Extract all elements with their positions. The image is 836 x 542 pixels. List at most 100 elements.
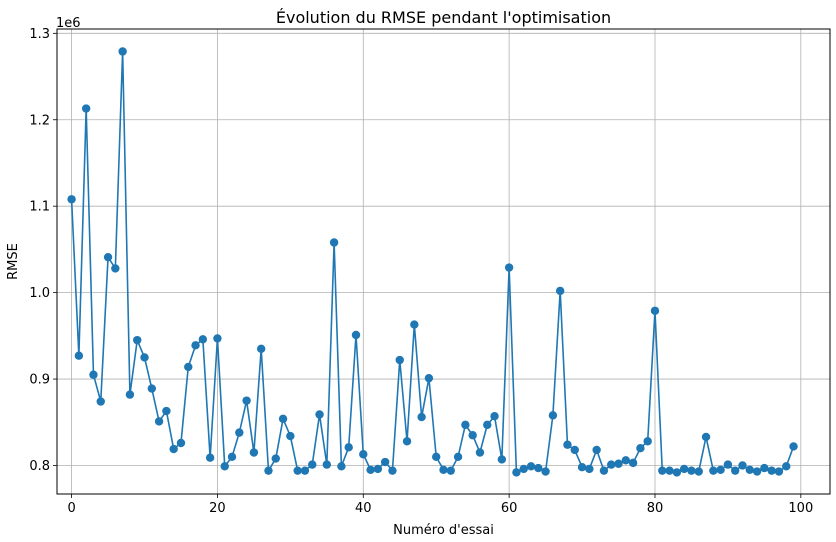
data-point [738, 461, 747, 470]
data-point [709, 466, 718, 475]
data-point [592, 445, 601, 455]
data-point [548, 411, 558, 420]
data-point [140, 353, 149, 362]
axis-ticks: 0 20 40 60 80 100 0.8 0.9 1.0 1.1 1.2 1.3 [29, 27, 813, 516]
data-point [162, 406, 171, 416]
data-point [439, 465, 448, 474]
data-point [585, 464, 594, 474]
data-point [351, 330, 361, 340]
data-point [475, 448, 485, 457]
data-point [125, 390, 135, 399]
y-multiplier-label: 1e6 [56, 16, 81, 31]
data-point [278, 414, 288, 423]
data-point [461, 420, 470, 430]
data-point [300, 466, 310, 475]
data-point [395, 355, 404, 365]
data-point [555, 286, 565, 296]
data-point [621, 456, 631, 465]
y-tick-label: 1.0 [29, 286, 50, 301]
data-point [96, 397, 105, 406]
data-point [490, 412, 499, 421]
data-point [599, 466, 609, 475]
data-point [774, 467, 784, 476]
data-point [723, 460, 733, 469]
y-tick-label: 1.2 [29, 113, 50, 128]
data-point [650, 306, 660, 315]
y-tick-label: 1.3 [29, 27, 50, 42]
data-point [417, 412, 426, 422]
x-axis-label: Numéro d'essai [393, 523, 494, 538]
data-point [658, 466, 667, 475]
data-point [534, 463, 543, 473]
data-point [176, 438, 186, 448]
x-tick-label: 80 [647, 501, 664, 516]
x-tick-label: 0 [67, 501, 75, 516]
y-tick-label: 0.9 [29, 373, 50, 388]
data-point [74, 351, 84, 360]
data-point [154, 417, 164, 426]
data-point [198, 335, 208, 344]
data-point [242, 396, 251, 405]
data-point [133, 335, 142, 345]
data-point [767, 466, 776, 475]
data-point [570, 445, 579, 455]
data-point [607, 460, 616, 469]
data-point [256, 344, 266, 353]
data-point [388, 466, 397, 475]
data-point [169, 444, 178, 454]
data-point [103, 252, 113, 262]
y-axis-label: RMSE [6, 243, 21, 280]
data-point [373, 464, 383, 474]
data-point [308, 460, 317, 469]
data-point [731, 466, 740, 475]
data-point [687, 466, 696, 475]
data-point [344, 443, 353, 452]
data-point [577, 463, 587, 472]
data-point [701, 432, 711, 442]
data-point [541, 467, 550, 476]
data-point [745, 465, 754, 474]
data-point [782, 462, 791, 471]
data-point [81, 104, 91, 113]
data-point [636, 443, 645, 453]
data-point [432, 452, 441, 462]
series-line [70, 50, 795, 474]
data-point [694, 467, 703, 476]
data-point [468, 431, 477, 440]
data-point [402, 437, 412, 446]
data-point [483, 420, 492, 430]
data-point [643, 437, 652, 446]
data-point [227, 452, 237, 462]
x-tick-label: 20 [209, 501, 226, 516]
data-point [789, 442, 798, 451]
data-point [359, 450, 368, 459]
data-point [315, 410, 324, 419]
data-point [410, 320, 419, 329]
chart-title: Évolution du RMSE pendant l'optimisation [276, 8, 611, 27]
data-point [504, 263, 514, 272]
data-point [205, 453, 215, 462]
x-tick-label: 60 [501, 501, 518, 516]
data-point [322, 460, 332, 469]
plot-frame [56, 28, 831, 495]
data-point [89, 370, 98, 379]
y-tick-label: 0.8 [29, 459, 50, 474]
data-point [665, 466, 674, 475]
data-point [264, 466, 273, 475]
data-point [366, 465, 375, 474]
data-point [628, 458, 638, 468]
data-point [271, 454, 280, 463]
data-point [672, 468, 682, 477]
data-point [293, 466, 302, 475]
data-point [147, 384, 156, 393]
grid-lines [57, 29, 830, 494]
data-point [235, 428, 244, 437]
data-point [184, 362, 193, 372]
data-point [497, 455, 507, 464]
data-point [679, 464, 689, 474]
data-point [526, 462, 536, 471]
data-point [67, 195, 76, 204]
data-point [453, 452, 463, 462]
y-tick-label: 1.1 [29, 200, 50, 215]
